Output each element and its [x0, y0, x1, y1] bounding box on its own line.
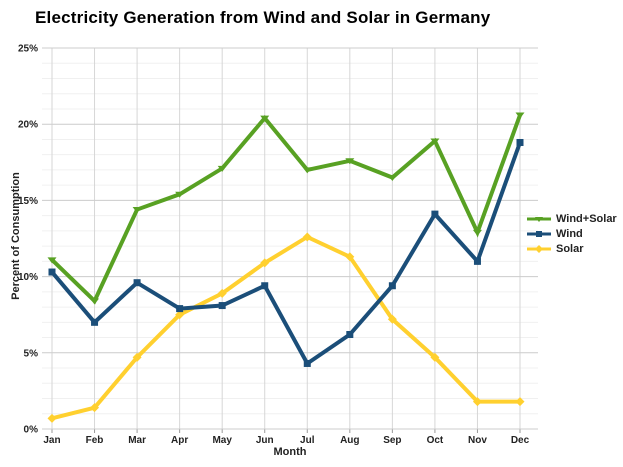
- y-tick-label: 20%: [18, 120, 38, 131]
- x-tick-label: Aug: [340, 435, 359, 446]
- legend-swatch-wind-solar-icon: [527, 217, 551, 222]
- x-tick-label: Jul: [300, 435, 315, 446]
- y-tick-label: 25%: [18, 44, 38, 55]
- legend-label: Wind+Solar: [556, 213, 617, 225]
- x-tick-label: Dec: [511, 435, 530, 446]
- y-tick-label: 10%: [18, 272, 38, 283]
- x-tick-label: Oct: [427, 435, 444, 446]
- x-tick-label: Apr: [171, 435, 188, 446]
- x-axis-title: Month: [273, 446, 307, 458]
- x-tick-label: Mar: [128, 435, 146, 446]
- legend-swatch-wind-icon: [527, 231, 551, 237]
- x-tick-label: Nov: [468, 435, 487, 446]
- series-solar: [47, 232, 525, 423]
- legend-item-wind[interactable]: Wind: [527, 227, 617, 241]
- legend: Wind+Solar Wind Solar: [527, 212, 617, 256]
- x-tick-label: Jun: [256, 435, 274, 446]
- y-tick-label: 15%: [18, 196, 38, 207]
- y-tick-label: 0%: [24, 425, 39, 436]
- chart-title: Electricity Generation from Wind and Sol…: [35, 8, 491, 27]
- x-tick-label: May: [212, 435, 232, 446]
- x-tick-label: Feb: [86, 435, 104, 446]
- x-tick-label: Sep: [383, 435, 401, 446]
- legend-swatch-solar-icon: [527, 245, 551, 253]
- series-wind: [48, 138, 524, 367]
- series-wind-solar: [47, 112, 525, 305]
- legend-label: Solar: [556, 243, 584, 255]
- x-tick-label: Jan: [43, 435, 60, 446]
- legend-label: Wind: [556, 228, 583, 240]
- y-tick-label: 5%: [24, 348, 39, 359]
- legend-item-wind-solar[interactable]: Wind+Solar: [527, 212, 617, 226]
- legend-item-solar[interactable]: Solar: [527, 242, 617, 256]
